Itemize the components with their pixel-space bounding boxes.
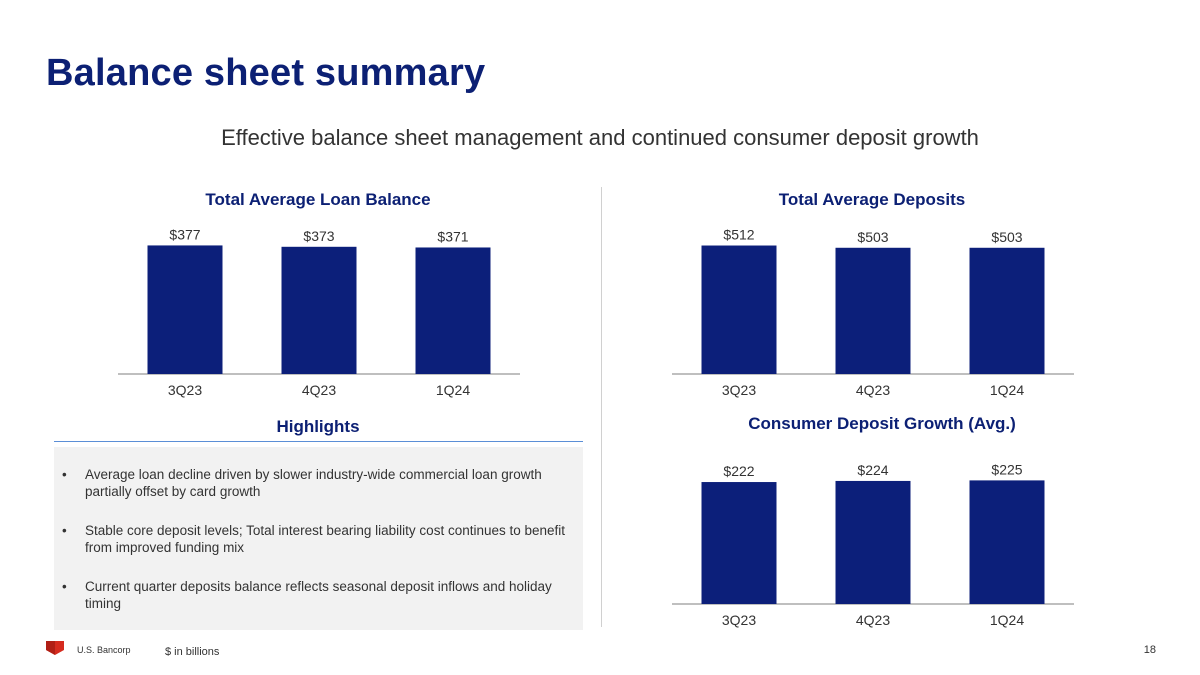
bar-4q23 — [835, 480, 911, 604]
bar-value-label: $377 — [169, 226, 200, 242]
x-tick-label: 1Q24 — [990, 612, 1024, 628]
bar-1q24 — [969, 480, 1045, 604]
page-subtitle: Effective balance sheet management and c… — [221, 125, 979, 150]
chart-divider — [601, 187, 602, 627]
highlight-item: Average loan decline driven by slower in… — [62, 467, 569, 500]
page-number: 18 — [1143, 644, 1156, 656]
bar-1q24 — [969, 247, 1045, 374]
chart-consumer-deposit-growth: $222 3Q23 $224 4Q23 $225 1Q24 — [672, 461, 1074, 628]
highlights-rule — [54, 441, 583, 442]
highlights-list: Average loan decline driven by slower in… — [54, 447, 583, 612]
chart-title-loan-balance: Total Average Loan Balance — [205, 190, 431, 209]
bank-logo-icon — [46, 641, 64, 655]
bar-value-label: $503 — [991, 229, 1022, 245]
brand-name: U.S. Bancorp — [77, 645, 131, 655]
bar-4q23 — [835, 247, 911, 374]
x-tick-label: 4Q23 — [856, 382, 890, 398]
bar-value-label: $512 — [723, 227, 754, 243]
bar-value-label: $222 — [723, 463, 754, 479]
chart-title-deposits: Total Average Deposits — [778, 190, 966, 209]
highlight-item: Stable core deposit levels; Total intere… — [62, 523, 569, 556]
highlights-panel: Average loan decline driven by slower in… — [54, 447, 583, 630]
highlights-title: Highlights — [276, 417, 360, 436]
x-tick-label: 4Q23 — [302, 382, 336, 398]
x-tick-label: 3Q23 — [168, 382, 202, 398]
page-title: Balance sheet summary — [46, 52, 486, 94]
x-tick-label: 3Q23 — [722, 612, 756, 628]
x-tick-label: 1Q24 — [436, 382, 470, 398]
bar-value-label: $371 — [437, 228, 468, 244]
bar-value-label: $503 — [857, 229, 888, 245]
bar-value-label: $224 — [857, 462, 888, 478]
bar-3q23 — [701, 482, 777, 604]
footnote: $ in billions — [165, 646, 220, 658]
bar-value-label: $225 — [991, 461, 1022, 477]
bar-4q23 — [281, 246, 357, 374]
x-tick-label: 3Q23 — [722, 382, 756, 398]
bar-value-label: $373 — [303, 228, 334, 244]
x-tick-label: 4Q23 — [856, 612, 890, 628]
chart-deposits: $512 3Q23 $503 4Q23 $503 1Q24 — [672, 227, 1074, 398]
chart-title-consumer-deposit-growth: Consumer Deposit Growth (Avg.) — [748, 414, 1016, 433]
bar-1q24 — [415, 247, 491, 374]
chart-loan-balance: $377 3Q23 $373 4Q23 $371 1Q24 — [118, 226, 520, 398]
bar-3q23 — [701, 245, 777, 374]
x-tick-label: 1Q24 — [990, 382, 1024, 398]
highlight-item: Current quarter deposits balance reflect… — [62, 579, 569, 612]
bar-3q23 — [147, 245, 223, 374]
